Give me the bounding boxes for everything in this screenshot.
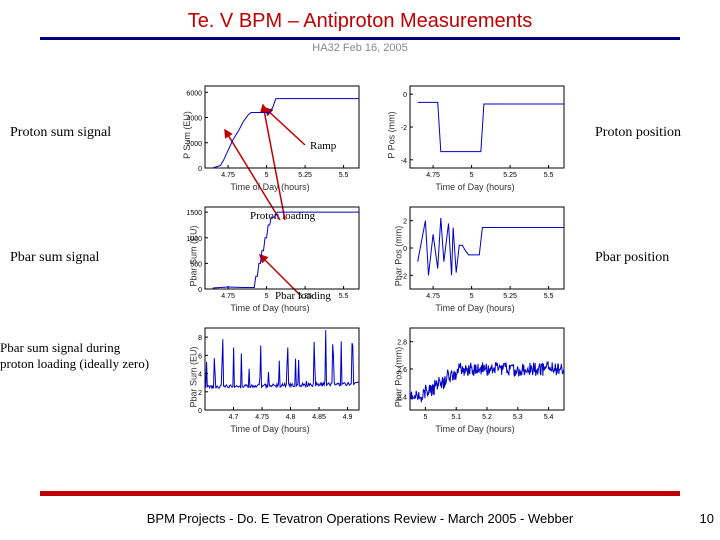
svg-text:-4: -4: [401, 158, 407, 165]
svg-text:1500: 1500: [186, 210, 202, 217]
footer-rule: [40, 491, 680, 496]
svg-text:0: 0: [198, 287, 202, 294]
svg-text:5: 5: [470, 293, 474, 300]
svg-text:4.8: 4.8: [286, 414, 296, 421]
svg-text:0: 0: [403, 92, 407, 99]
svg-text:5.2: 5.2: [482, 414, 492, 421]
svg-text:5.5: 5.5: [544, 172, 554, 179]
svg-text:5: 5: [265, 293, 269, 300]
svg-text:5.1: 5.1: [451, 414, 461, 421]
chart-pbar-sum-zoom: 0 2 4 6 8 4.7 4.75 4.8 4.85 4.9 Pbar Sum (EU) Tim…: [175, 322, 365, 432]
xlabel: Time of Day (hours): [230, 424, 309, 434]
svg-text:2: 2: [403, 219, 407, 226]
svg-text:2: 2: [198, 390, 202, 397]
svg-text:5: 5: [265, 172, 269, 179]
footer-text: BPM Projects - Do. E Tevatron Operations…: [0, 511, 720, 526]
svg-text:8: 8: [198, 335, 202, 342]
label-proton-sum: Proton sum signal: [10, 125, 111, 141]
svg-text:4.75: 4.75: [426, 172, 440, 179]
xlabel: Time of Day (hours): [435, 303, 514, 313]
ylabel: Pbar Sum (EU): [189, 346, 199, 407]
svg-text:5.3: 5.3: [513, 414, 523, 421]
chart-proton-pos: -4 -2 0 4.75 5 5.25 5.5 P Pos (mm) Time of Day…: [380, 80, 570, 190]
ylabel: Pbar Pos (mm): [393, 226, 403, 287]
svg-text:5.5: 5.5: [339, 172, 349, 179]
xlabel: Time of Day (hours): [435, 182, 514, 192]
svg-text:0: 0: [198, 408, 202, 415]
svg-text:4.85: 4.85: [312, 414, 326, 421]
svg-text:0: 0: [198, 166, 202, 173]
ylabel: P Sum (EU): [182, 111, 192, 159]
page-title: Te. V BPM – Antiproton Measurements: [0, 0, 720, 37]
svg-text:5.25: 5.25: [503, 172, 517, 179]
svg-text:4.75: 4.75: [221, 172, 235, 179]
svg-text:5.25: 5.25: [298, 293, 312, 300]
chart-pbar-pos-zoom: 2.42.62.855.15.25.35.4 Pbar Pos (mm) Tim…: [380, 322, 570, 432]
page-number: 10: [700, 511, 714, 526]
ylabel: Pbar Pos (mm): [393, 347, 403, 408]
svg-text:4: 4: [198, 372, 202, 379]
svg-text:0: 0: [403, 246, 407, 253]
svg-text:-2: -2: [401, 125, 407, 132]
chart-pbar-sum: 0500100015004.7555.255.5 Pbar Sum (EU) T…: [175, 201, 365, 311]
svg-text:5.5: 5.5: [339, 293, 349, 300]
svg-text:5: 5: [470, 172, 474, 179]
chart-grid: 02000400060004.7555.255.5 P Sum (EU) Tim…: [175, 80, 575, 437]
label-pbar-pos: Pbar position: [595, 250, 669, 266]
xlabel: Time of Day (hours): [230, 303, 309, 313]
svg-text:6: 6: [198, 353, 202, 360]
svg-text:5.4: 5.4: [544, 414, 554, 421]
label-pbar-zero: Pbar sum signal during proton loading (i…: [0, 340, 155, 371]
svg-text:5.5: 5.5: [544, 293, 554, 300]
svg-text:4.7: 4.7: [229, 414, 239, 421]
chart-pbar-pos: -2024.7555.255.5 Pbar Pos (mm) Time of D…: [380, 201, 570, 311]
label-proton-pos: Proton position: [595, 125, 681, 141]
svg-text:5.25: 5.25: [298, 172, 312, 179]
svg-text:5: 5: [423, 414, 427, 421]
svg-text:4.9: 4.9: [343, 414, 353, 421]
chart-proton-sum: 02000400060004.7555.255.5 P Sum (EU) Tim…: [175, 80, 365, 190]
svg-text:4.75: 4.75: [221, 293, 235, 300]
ylabel: P Pos (mm): [387, 111, 397, 158]
title-underline: [40, 37, 680, 40]
svg-text:4.75: 4.75: [255, 414, 269, 421]
xlabel: Time of Day (hours): [230, 182, 309, 192]
svg-text:4.75: 4.75: [426, 293, 440, 300]
svg-text:5.25: 5.25: [503, 293, 517, 300]
svg-text:6000: 6000: [186, 90, 202, 97]
svg-text:2.8: 2.8: [397, 340, 407, 347]
ylabel: Pbar Sum (EU): [189, 225, 199, 286]
label-pbar-sum: Pbar sum signal: [10, 250, 99, 266]
page-subtitle: HA32 Feb 16, 2005: [0, 42, 720, 54]
xlabel: Time of Day (hours): [435, 424, 514, 434]
